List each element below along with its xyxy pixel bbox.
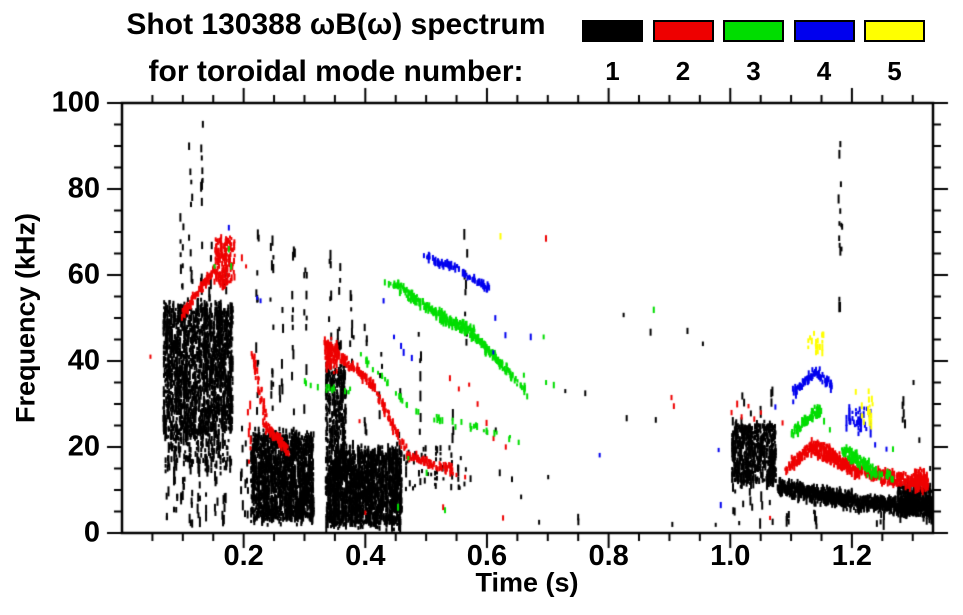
y-tick-label: 40 xyxy=(67,344,100,377)
y-axis-label: Frequency (kHz) xyxy=(10,212,41,424)
legend-swatch-mode-4 xyxy=(793,20,855,42)
y-tick-label: 0 xyxy=(83,516,100,549)
x-tick-label: 0.4 xyxy=(345,540,386,572)
legend-label-mode-4: 4 xyxy=(816,56,832,86)
legend-label-mode-2: 2 xyxy=(675,56,691,86)
x-tick-label: 0.2 xyxy=(223,540,264,572)
x-tick-label: 1.2 xyxy=(831,540,873,572)
legend-label-mode-1: 1 xyxy=(605,56,620,86)
y-tick-label: 80 xyxy=(67,172,100,205)
legend-label-mode-5: 5 xyxy=(887,56,902,86)
page-title: Shot 130388 ωB(ω) spectrum xyxy=(126,8,546,41)
page-subtitle: for toroidal mode number: xyxy=(148,55,524,88)
legend-swatch-mode-3 xyxy=(723,20,784,42)
x-axis-label: Time (s) xyxy=(475,567,579,598)
x-tick-label: 0.6 xyxy=(466,540,508,572)
x-tick-label: 1.0 xyxy=(710,540,751,572)
y-tick-label: 20 xyxy=(67,430,100,463)
legend-label-mode-3: 3 xyxy=(746,56,761,86)
y-tick-label: 100 xyxy=(51,86,100,119)
y-tick-label: 60 xyxy=(67,258,100,291)
legend-swatch-mode-5 xyxy=(864,20,925,42)
x-tick-label: 0.8 xyxy=(588,540,629,572)
legend-swatch-mode-1 xyxy=(582,20,643,42)
legend-swatch-mode-2 xyxy=(652,20,714,42)
